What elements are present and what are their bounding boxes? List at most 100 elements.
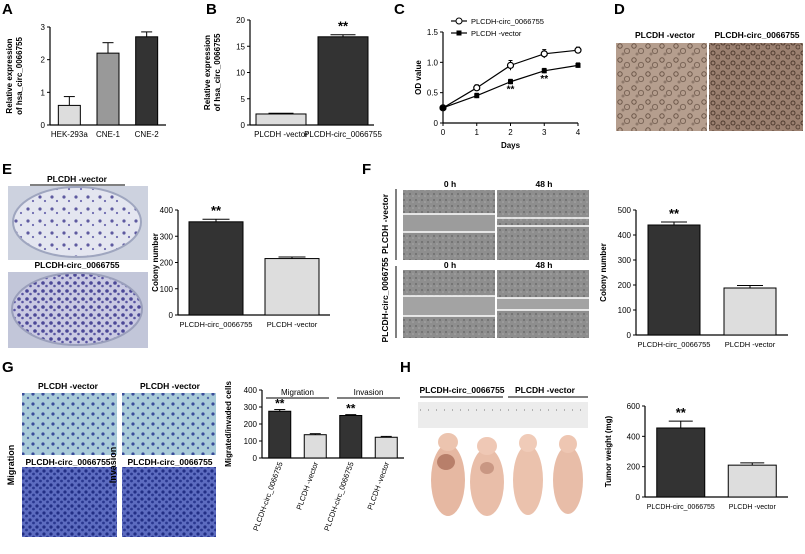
g-side-invasion: Invasion <box>108 447 118 484</box>
y-tick-label: 300 <box>618 256 632 265</box>
legend-label: PLCDH -vector <box>471 29 522 38</box>
f-row2-label: PLCDH-circ_0066755 <box>380 257 390 342</box>
y-axis-label: Migrated/invaded cells <box>224 381 233 467</box>
x-tick-label: 3 <box>542 128 547 137</box>
category-label: PLCDH -vector <box>267 320 318 329</box>
bar <box>339 415 363 459</box>
chart-a: 0 1 2 3 Relative expressionof hsa_circ_00667… <box>5 23 166 139</box>
y-tick-label: 200 <box>244 420 258 429</box>
y-tick-label: 20 <box>236 16 245 25</box>
category-label: PLCDH-circ_0066755 <box>304 130 382 139</box>
bar <box>264 258 320 316</box>
data-point <box>574 46 582 54</box>
category-label: PLCDH-circ_0066755 <box>322 461 355 533</box>
panel-label-h: H <box>400 359 411 376</box>
x-tick-label: 4 <box>576 128 581 137</box>
bar <box>317 36 369 126</box>
bar <box>727 464 777 498</box>
y-axis-label: OD value <box>414 60 423 95</box>
y-tick-label: 1.5 <box>427 28 439 37</box>
data-point <box>473 84 481 92</box>
f-vector-0h-gap <box>403 296 495 316</box>
y-tick-label: 1 <box>41 88 46 97</box>
x-axis-label: Days <box>501 141 521 150</box>
y-tick-label: 0 <box>241 121 246 130</box>
mouse-3 <box>513 434 543 515</box>
g-bl-label: PLCDH-circ_0066755 <box>25 457 110 467</box>
bar <box>96 52 120 126</box>
g-migration-vector <box>22 393 117 455</box>
category-label: CNE-1 <box>96 130 121 139</box>
g-invasion-circ <box>122 467 216 537</box>
significance-mark: ** <box>275 397 285 411</box>
g-migration-circ <box>22 467 117 537</box>
e-circ-plate <box>11 272 143 346</box>
chart-g: 0 100 200 300 400 Migrated/invaded cells PLCDH… <box>224 381 404 533</box>
bar <box>268 410 292 459</box>
h-right-label: PLCDH -vector <box>515 385 576 395</box>
bar <box>255 113 307 126</box>
category-label: PLCDH -vector <box>294 460 320 511</box>
legend-label: PLCDH-circ_0066755 <box>471 17 544 26</box>
bar <box>374 436 398 459</box>
y-axis-label: Tumor weight (mg) <box>604 415 613 487</box>
d-vector-micrograph <box>616 43 707 131</box>
y-axis-label: Colony number <box>151 233 160 292</box>
significance-mark: ** <box>507 85 515 96</box>
data-point <box>440 105 446 111</box>
d-right-label: PLCDH-circ_0066755 <box>714 30 799 40</box>
y-tick-label: 15 <box>236 42 245 51</box>
data-point <box>575 62 581 68</box>
legend-marker <box>455 17 463 25</box>
y-tick-label: 400 <box>618 231 632 240</box>
y-axis-label: Relative expressionof hsa_circ_0066755 <box>203 33 222 111</box>
g-tl-label: PLCDH -vector <box>38 381 99 391</box>
category-label: PLCDH -vector <box>725 340 776 349</box>
bar <box>723 287 777 336</box>
y-tick-label: 100 <box>244 437 258 446</box>
y-tick-label: 0 <box>41 121 46 130</box>
y-tick-label: 500 <box>618 206 632 215</box>
y-tick-label: 300 <box>244 403 258 412</box>
y-tick-label: 200 <box>618 281 632 290</box>
h-ruler <box>418 402 588 428</box>
y-tick-label: 1.0 <box>427 58 439 67</box>
significance-mark: ** <box>346 402 356 416</box>
y-tick-label: 100 <box>618 306 632 315</box>
x-tick-label: 2 <box>508 128 513 137</box>
f-circ-48h <box>497 190 589 260</box>
y-tick-label: 3 <box>41 23 46 32</box>
chart-f: 0 100 200 300 400 500 Colony number PLCDH-circ_… <box>599 206 788 349</box>
category-label: CNE-2 <box>135 130 160 139</box>
chart-b: 0 5 10 15 20 Relative expressionof hsa_circ_0… <box>203 16 382 139</box>
f-col1-label-b: 0 h <box>444 260 456 270</box>
e-vector-plate <box>12 186 142 258</box>
panel-label-c: C <box>394 1 405 18</box>
category-label: HEK-293a <box>51 130 88 139</box>
group-label: Invasion <box>354 388 384 397</box>
y-axis-label-line2: of hsa_circ_0066755 <box>15 37 24 115</box>
y-tick-label: 0 <box>636 493 641 502</box>
panel-label-b: B <box>206 1 217 18</box>
y-tick-label: 400 <box>244 386 258 395</box>
mouse-1 <box>431 433 465 516</box>
y-tick-label: 5 <box>241 95 246 104</box>
group-label: Migration <box>281 388 314 397</box>
g-tr-label: PLCDH -vector <box>140 381 201 391</box>
y-tick-label: 600 <box>627 402 641 411</box>
significance-mark: ** <box>338 19 349 34</box>
chart-c: 0 0.5 1.0 1.5 0 1 2 3 4 Days OD value PLCDH-circ_00… <box>414 17 582 150</box>
y-tick-label: 0 <box>169 311 174 320</box>
category-label: PLCDH-circ_0066755 <box>638 340 711 349</box>
y-tick-label: 200 <box>627 463 641 472</box>
g-invasion-vector <box>122 393 216 455</box>
data-point <box>506 61 515 69</box>
y-axis-label-line2: of hsa_circ_0066755 <box>213 33 222 111</box>
data-point <box>474 93 480 99</box>
f-col2-label: 48 h <box>535 179 552 189</box>
x-tick-label: 1 <box>475 128 480 137</box>
category-label: PLCDH-circ_0066755 <box>251 461 284 533</box>
mouse-4 <box>553 435 583 514</box>
category-label: PLCDH-circ_0066755 <box>647 504 715 511</box>
